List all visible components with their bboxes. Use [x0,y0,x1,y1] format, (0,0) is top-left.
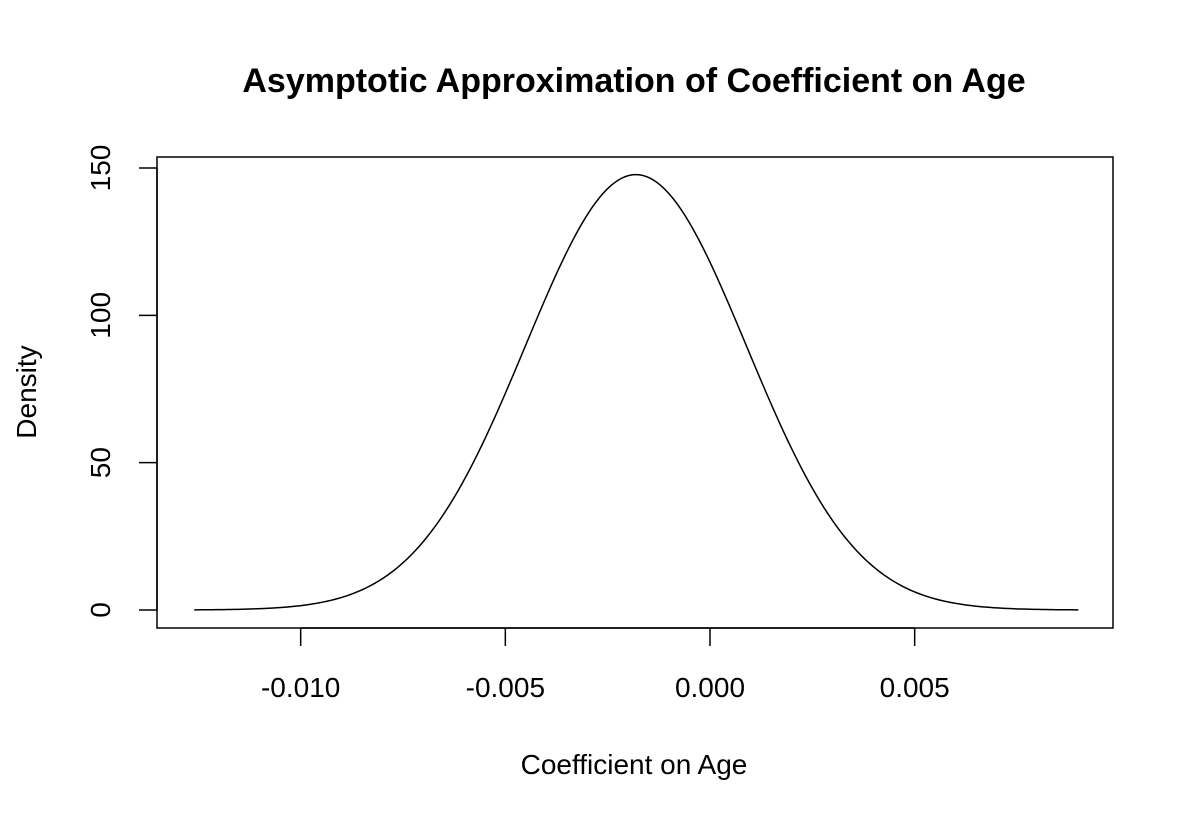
x-axis-label: Coefficient on Age [521,749,748,780]
y-tick-label: 150 [85,145,116,192]
y-axis-label: Density [11,345,42,438]
y-tick-label: 100 [85,292,116,339]
y-tick-label: 50 [85,447,116,478]
y-tick-label: 0 [85,602,116,618]
density-curve [194,173,1079,611]
plot-frame [156,156,1114,629]
chart-title: Asymptotic Approximation of Coefficient … [242,62,1025,100]
x-tick-label: 0.005 [880,672,950,703]
x-axis: -0.010 -0.005 0.000 0.005 [261,627,950,703]
x-tick-label: 0.000 [675,672,745,703]
x-tick-label: -0.005 [466,672,545,703]
y-axis: 0 50 100 150 [85,145,158,618]
x-tick-label: -0.010 [261,672,340,703]
